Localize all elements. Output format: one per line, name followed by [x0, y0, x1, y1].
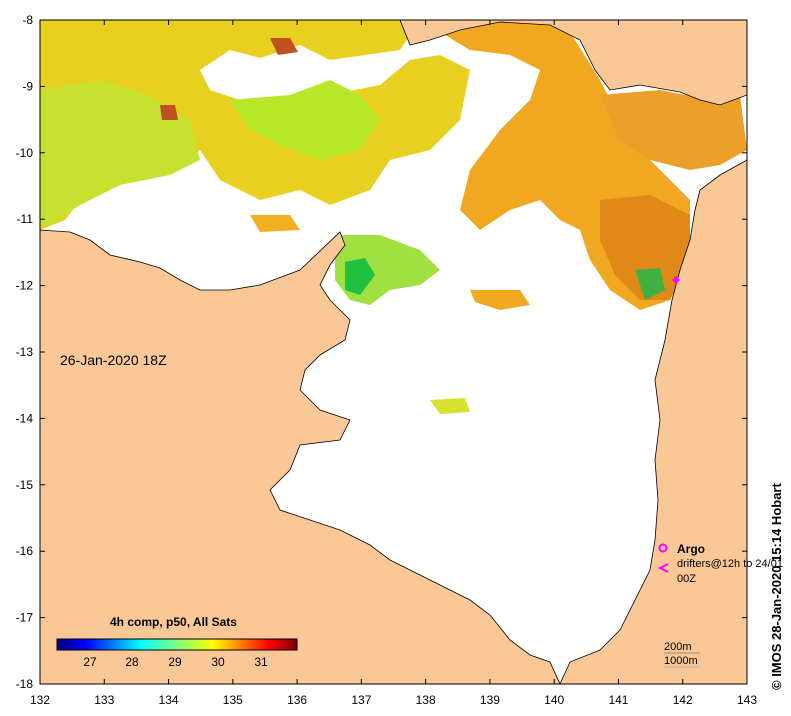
depth-200-label: 200m: [664, 641, 692, 653]
argo-float-icon: [672, 276, 680, 284]
lon-tick-label: 134: [159, 693, 179, 707]
legend-tick: 29: [168, 655, 182, 669]
lat-tick-label: -9: [22, 79, 33, 93]
drifter-marker-icon: [657, 563, 669, 573]
legend-tick: 31: [254, 655, 268, 669]
lon-tick-label: 138: [416, 693, 436, 707]
lon-tick-label: 142: [673, 693, 693, 707]
lon-tick-label: 141: [608, 693, 628, 707]
color-bar: [56, 638, 298, 651]
legend-tick: 30: [211, 655, 225, 669]
lon-tick-label: 133: [94, 693, 114, 707]
lon-tick-label: 135: [223, 693, 243, 707]
latitude-axis: -8 -9 -10 -11 -12 -13 -14 -15 -16 -17 -18: [16, 13, 747, 691]
lat-tick-label: -8: [22, 13, 33, 27]
lon-tick-label: 132: [30, 693, 50, 707]
lat-tick-label: -17: [16, 611, 34, 625]
legend-tick: 27: [83, 655, 97, 669]
longitude-axis: 132 133 134 135 136 137 138 139 140 141 142 143: [30, 20, 757, 707]
depth-1000-label: 1000m: [664, 655, 698, 667]
lon-tick-label: 139: [480, 693, 500, 707]
lat-tick-label: -10: [16, 146, 34, 160]
credit-text: © IMOS 28-Jan-2020 15:14 Hobart: [769, 483, 784, 690]
sst-field: [40, 20, 747, 414]
lat-tick-label: -18: [16, 677, 34, 691]
lat-tick-label: -11: [17, 212, 34, 226]
legend-title: 4h comp, p50, All Sats: [110, 615, 237, 629]
legend-tick: 28: [125, 655, 139, 669]
lat-tick-label: -12: [16, 279, 34, 293]
drifter-label: drifters@12h to 24/01 00Z: [677, 558, 783, 585]
lat-tick-label: -14: [16, 411, 34, 425]
land-cape-york: [559, 20, 748, 685]
timestamp-label: 26-Jan-2020 18Z: [60, 352, 167, 368]
argo-marker-icon: [658, 543, 668, 553]
depth-legend: 200m 1000m: [664, 640, 698, 668]
land-northern-territory: [39, 229, 561, 685]
argo-label: Argo: [677, 542, 705, 556]
lat-tick-label: -16: [16, 544, 34, 558]
lat-tick-label: -13: [16, 345, 34, 359]
lon-tick-label: 137: [351, 693, 371, 707]
lon-tick-label: 136: [287, 693, 307, 707]
lat-tick-label: -15: [16, 478, 34, 492]
lon-tick-label: 140: [544, 693, 564, 707]
lon-tick-label: 143: [737, 693, 757, 707]
land-png: [399, 19, 748, 106]
